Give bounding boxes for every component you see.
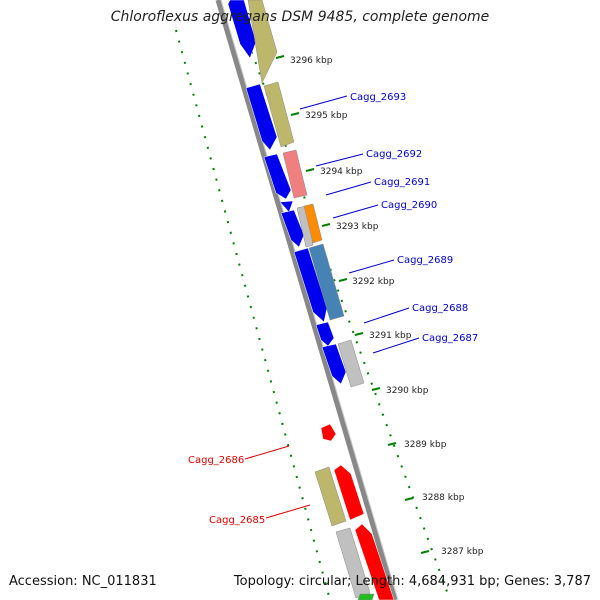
reverse-colored-track [314,466,375,600]
gene-label-cagg-2690[interactable]: Cagg_2690 [381,200,437,211]
kbp-label: 3292 kbp [352,277,395,287]
kbp-label: 3291 kbp [369,331,412,341]
kbp-tick [305,168,315,172]
kbp-label: 3290 kbp [386,386,429,396]
kbp-tick [275,55,285,59]
leader-line [372,337,420,354]
leader-line [325,181,372,196]
forward-cds-track [227,0,347,385]
kbp-label: 3289 kbp [404,440,447,450]
genome-summary-text: Topology: circular; Length: 4,684,931 bp… [233,574,591,589]
gene-label-cagg-2685[interactable]: Cagg_2685 [209,515,265,526]
cds-feature [227,0,257,59]
forward-colored-track [247,0,365,388]
cds-feature-grey [335,527,371,599]
leader-line [315,153,364,167]
kbp-label: 3296 kbp [290,56,333,66]
accession-text: Accession: NC_011831 [9,574,157,589]
leader-line [299,95,348,110]
cds-feature-khaki [263,81,295,148]
kbp-tick [338,278,348,282]
cds-feature-red [320,423,337,442]
kbp-tick [354,332,364,336]
kbp-label: 3287 kbp [441,547,484,557]
kbp-tick [387,442,397,446]
leader-line [244,445,290,460]
kbp-label: 3288 kbp [422,493,465,503]
inner-dotted-guide [232,0,451,600]
leader-line [332,204,379,219]
cds-feature [280,209,305,248]
cds-feature-khaki [314,466,347,527]
cds-feature-red [333,464,365,521]
cds-feature-red [354,523,395,600]
cds-feature [245,83,278,151]
cds-feature-steelblue [308,243,345,321]
cds-feature-grey [296,205,314,248]
cds-feature [279,200,294,213]
gene-label-cagg-2691[interactable]: Cagg_2691 [374,177,430,188]
kbp-ticks [275,55,430,554]
cds-feature-grey [337,339,365,388]
map-title: Chloroflexus aggregans DSM 9485, complet… [110,9,490,25]
gene-label-cagg-2693[interactable]: Cagg_2693 [350,92,406,103]
leader-line [265,504,311,519]
gene-label-cagg-2686[interactable]: Cagg_2686 [188,455,244,466]
cds-feature-green [357,593,375,600]
genome-backbone [215,0,398,600]
cds-feature-salmon [282,149,308,199]
leader-line [348,259,395,274]
cds-feature [263,153,292,200]
kbp-label: 3294 kbp [320,167,363,177]
cds-feature [315,321,335,347]
gene-label-cagg-2688[interactable]: Cagg_2688 [412,303,468,314]
kbp-label: 3295 kbp [305,111,348,121]
kbp-tick [321,223,331,227]
kbp-tick [290,112,300,116]
cds-feature-orange [303,203,323,244]
cds-feature [321,343,347,385]
gene-label-cagg-2689[interactable]: Cagg_2689 [397,255,453,266]
leader-lines [244,95,420,519]
gene-label-cagg-2687[interactable]: Cagg_2687 [422,333,478,344]
kbp-tick [420,550,430,554]
cds-feature [293,247,328,323]
kbp-label: 3293 kbp [336,222,379,232]
kbp-tick [371,387,381,391]
leader-line [363,307,410,324]
reverse-cds-track [320,423,395,600]
gene-label-cagg-2692[interactable]: Cagg_2692 [366,149,422,160]
cds-feature-khaki [247,0,278,84]
kbp-tick [404,497,414,501]
